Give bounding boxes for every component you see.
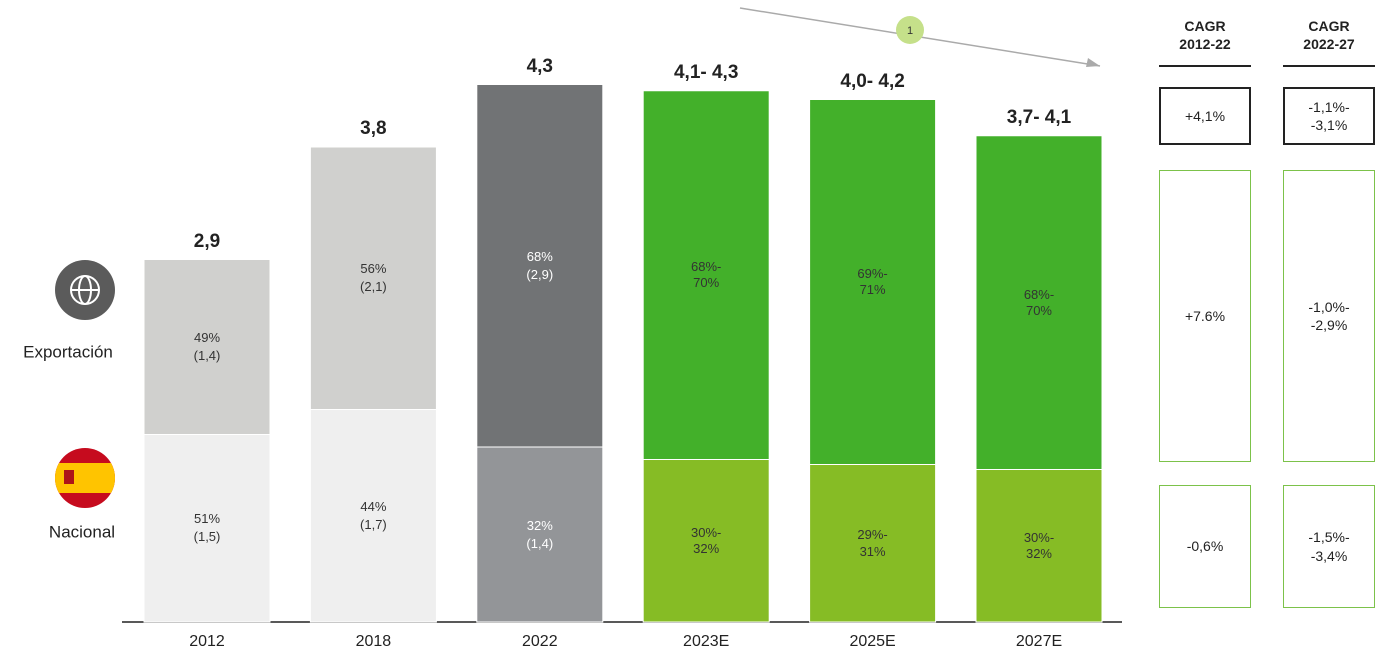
bar-segment (476, 446, 604, 623)
share-label: 32% (526, 517, 553, 533)
share-label: 56% (360, 261, 387, 277)
cagr-header: CAGR 2022-27 (1303, 17, 1355, 52)
cagr-cell: -0,6% (1159, 485, 1251, 608)
share-label: 68%- 70% (691, 258, 722, 291)
share-label: 29%- 31% (857, 527, 888, 559)
share-label: 69%- 71% (857, 265, 888, 297)
bar-segment (975, 135, 1103, 470)
total-label: 3,8 (360, 118, 387, 140)
cagr-cell: +4,1% (1159, 87, 1251, 145)
annotation: 1 (907, 25, 913, 37)
bar-segment (975, 469, 1103, 623)
share-label: 44% (360, 498, 387, 514)
bar-segment (143, 434, 271, 623)
share-label: 51% (193, 511, 221, 527)
share-label: 68%- 70% (1023, 286, 1055, 318)
x-tick-label: 2022 (522, 633, 558, 650)
bar-segment (809, 464, 937, 623)
share-label: 30%- 32% (691, 524, 722, 556)
total-label: 4,3 (526, 55, 554, 77)
value-label: (1,7) (360, 516, 387, 532)
arrow-head (1086, 58, 1100, 67)
share-label: 30%- 32% (1023, 529, 1055, 561)
cagr-cell: -1,5%- -3,4% (1283, 485, 1375, 608)
cagr-underline (1283, 65, 1375, 67)
bar-segment (143, 259, 271, 435)
value-label: (1,4) (526, 535, 554, 551)
annotation-badge (896, 16, 924, 44)
cagr-underline (1159, 65, 1251, 67)
cagr-header: CAGR 2012-22 (1179, 17, 1231, 52)
bar-segment (476, 84, 604, 448)
spain-flag (55, 448, 115, 508)
x-tick-label: 2012 (189, 633, 225, 650)
value-label: (2,1) (360, 279, 387, 295)
cagr-cell: -1,1%- -3,1% (1283, 87, 1375, 145)
legend-label: Exportación (23, 342, 113, 362)
value-label: (2,9) (526, 266, 554, 282)
cagr-cell: -1,0%- -2,9% (1283, 170, 1375, 462)
x-tick-label: 2027E (1015, 633, 1063, 650)
total-label: 3,7- 4,1 (1006, 106, 1072, 128)
share-label: 68% (526, 248, 553, 264)
x-tick-label: 2023E (683, 633, 730, 650)
share-label: 49% (193, 329, 221, 345)
total-label: 2,9 (193, 230, 221, 252)
total-label: 4,1- 4,3 (673, 61, 739, 83)
bar-segment (309, 409, 437, 623)
legend-label: Nacional (48, 522, 116, 542)
x-tick-label: 2025E (849, 633, 896, 650)
bar-segment (809, 99, 937, 465)
total-label: 4,0- 4,2 (840, 70, 905, 92)
x-tick-label: 2018 (355, 633, 392, 650)
bar-segment (309, 146, 437, 410)
value-label: (1,5) (193, 529, 221, 545)
bar-segment (642, 90, 770, 460)
cagr-cell: +7.6% (1159, 170, 1251, 462)
value-label: (1,4) (193, 347, 221, 363)
